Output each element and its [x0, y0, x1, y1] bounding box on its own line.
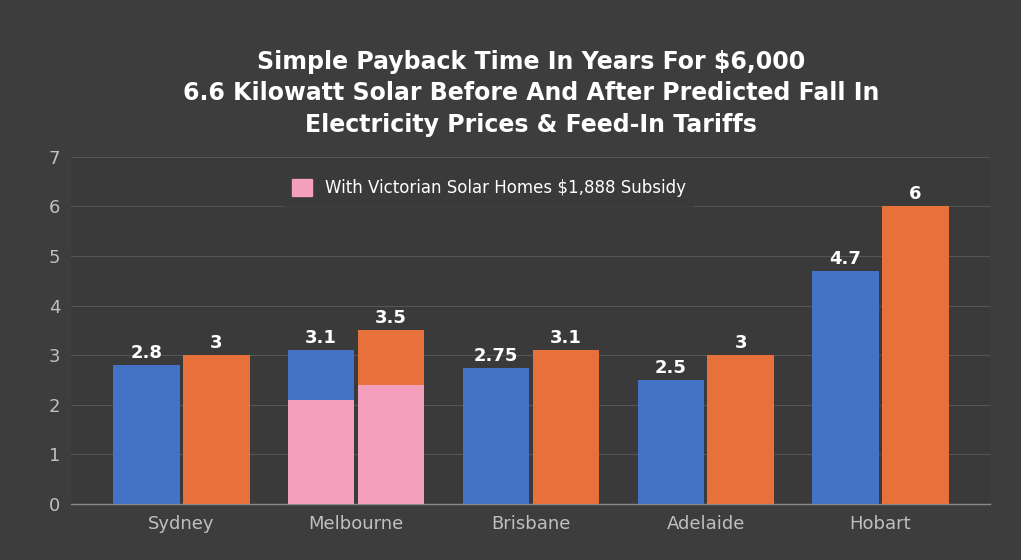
- Text: 6: 6: [909, 185, 922, 203]
- Bar: [882, 207, 949, 504]
- Text: 3.1: 3.1: [550, 329, 582, 347]
- Text: 2.1: 2.1: [305, 443, 337, 461]
- Text: 2.75: 2.75: [474, 347, 518, 365]
- Bar: [358, 385, 425, 504]
- Text: 3.5: 3.5: [375, 310, 407, 328]
- Text: 4.7: 4.7: [829, 250, 862, 268]
- Legend: With Victorian Solar Homes $1,888 Subsidy: With Victorian Solar Homes $1,888 Subsid…: [282, 169, 696, 207]
- Bar: [637, 380, 703, 504]
- Text: 3.1: 3.1: [305, 329, 337, 347]
- Text: 3: 3: [734, 334, 747, 352]
- Bar: [533, 350, 599, 504]
- Text: 2.4: 2.4: [375, 436, 407, 454]
- Bar: [708, 355, 774, 504]
- Title: Simple Payback Time In Years For $6,000
6.6 Kilowatt Solar Before And After Pred: Simple Payback Time In Years For $6,000 …: [183, 50, 879, 137]
- Bar: [463, 367, 529, 504]
- Bar: [113, 365, 180, 504]
- Text: 2.8: 2.8: [131, 344, 162, 362]
- Bar: [813, 271, 879, 504]
- Bar: [358, 330, 425, 504]
- Bar: [183, 355, 249, 504]
- Text: 3: 3: [210, 334, 223, 352]
- Text: 2.5: 2.5: [654, 359, 687, 377]
- Bar: [288, 350, 354, 504]
- Bar: [288, 400, 354, 504]
